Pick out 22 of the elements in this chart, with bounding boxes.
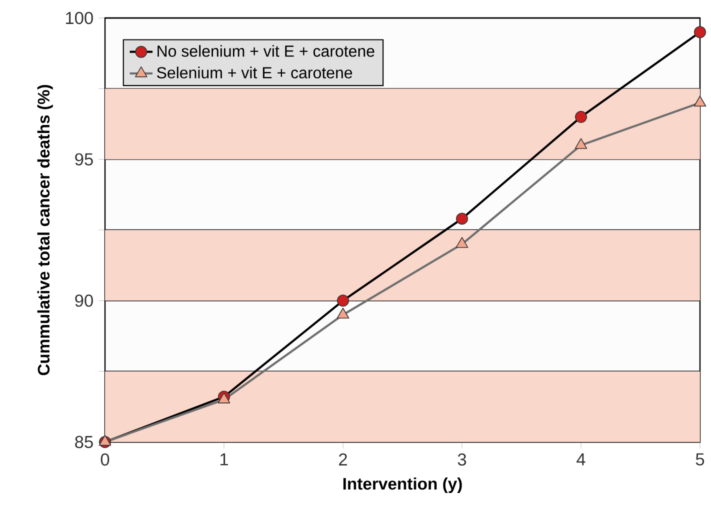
x-tick-label: 2 [339, 453, 347, 466]
legend-label: No selenium + vit E + carotene [158, 45, 374, 57]
y-axis-title: Cummulative total cancer deaths (%) [37, 84, 53, 376]
point [336, 308, 350, 319]
x-tick-label: 4 [576, 453, 586, 466]
x-tick-label: 1 [220, 453, 228, 466]
point [694, 96, 706, 107]
point [694, 26, 706, 38]
point [574, 138, 588, 149]
x-axis-title: Intervention (y) [343, 477, 462, 493]
point [337, 294, 349, 307]
point [574, 110, 587, 123]
point [456, 237, 468, 248]
y-tick-label: 95 [75, 153, 93, 166]
y-tick-label: 85 [75, 436, 93, 448]
y-tick-label: 100 [66, 12, 93, 24]
point [456, 212, 468, 225]
legend-label: Selenium + vit E + carotene [157, 66, 352, 78]
x-tick-label: 0 [100, 453, 110, 466]
y-tick-label: 90 [75, 294, 93, 307]
x-tick-label: 5 [696, 453, 704, 466]
x-tick-label: 3 [458, 453, 466, 466]
